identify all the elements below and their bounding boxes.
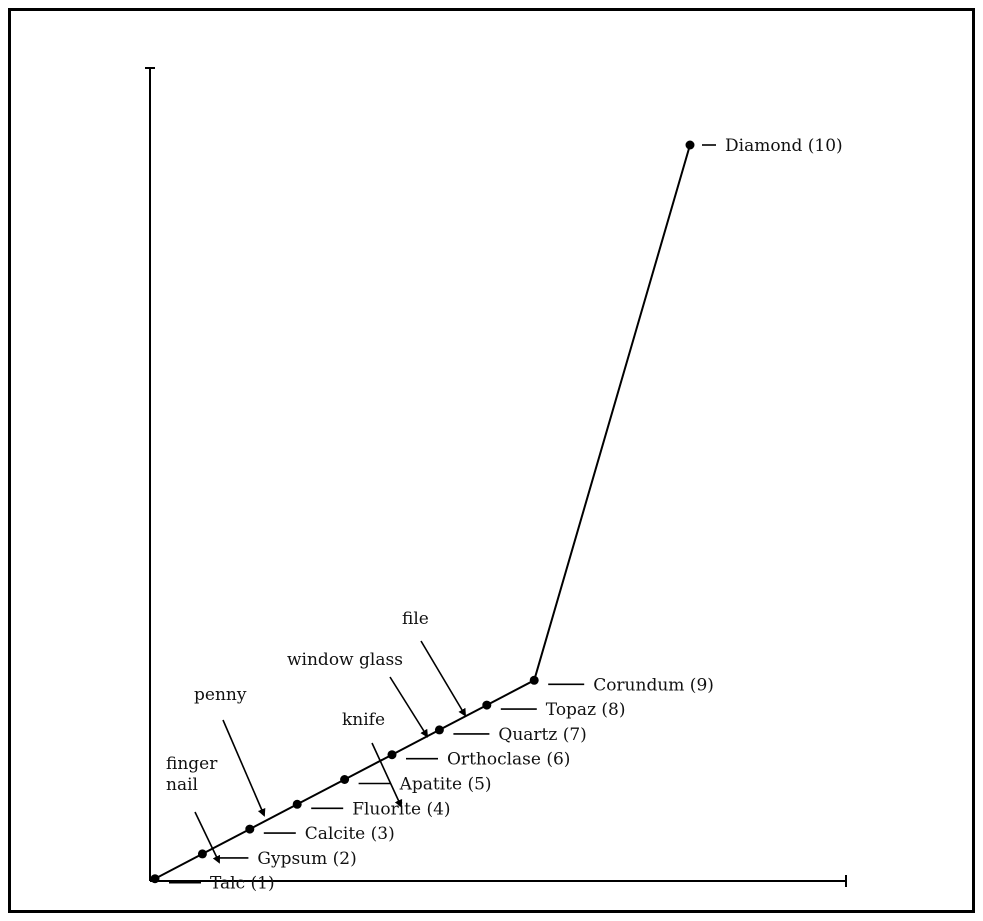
annotation-label: window glass — [287, 650, 403, 670]
point-label: Corundum (9) — [593, 675, 714, 695]
data-point — [197, 849, 207, 859]
series-layer — [150, 140, 695, 884]
point-label: Quartz (7) — [498, 725, 586, 745]
data-point — [387, 750, 397, 760]
label-layer: Talc (1) Gypsum (2) Calcite (3) Fluorite (4… — [169, 136, 843, 894]
annotation-arrow — [194, 811, 221, 864]
point-label: Gypsum (2) — [257, 849, 356, 869]
point-label: Talc (1) — [210, 874, 275, 894]
point-label: Topaz (8) — [546, 700, 626, 720]
annotation-label: file — [402, 609, 429, 629]
series-line — [153, 144, 691, 880]
annotation-arrow — [420, 640, 467, 717]
data-point — [340, 775, 350, 784]
annotation-label: nail — [166, 775, 198, 795]
point-label: Calcite (3) — [305, 824, 395, 844]
annotation-arrow — [222, 719, 266, 817]
data-point — [685, 140, 695, 150]
annotation-arrow — [389, 676, 429, 738]
data-point — [482, 700, 492, 710]
annotation-label: penny — [194, 685, 247, 705]
data-point — [434, 725, 444, 735]
point-label: Orthoclase (6) — [447, 750, 570, 770]
data-point — [292, 799, 302, 809]
annotation-label: finger — [166, 754, 218, 774]
point-label: Fluorite (4) — [352, 799, 450, 819]
chart-frame — [8, 8, 975, 913]
annotation-arrow — [371, 742, 403, 808]
data-point — [245, 824, 255, 834]
data-point — [529, 675, 539, 685]
point-label: Diamond (10) — [725, 136, 843, 156]
data-point — [150, 874, 160, 884]
annotation-label: knife — [342, 710, 385, 730]
point-label: Apatite (5) — [399, 775, 492, 795]
